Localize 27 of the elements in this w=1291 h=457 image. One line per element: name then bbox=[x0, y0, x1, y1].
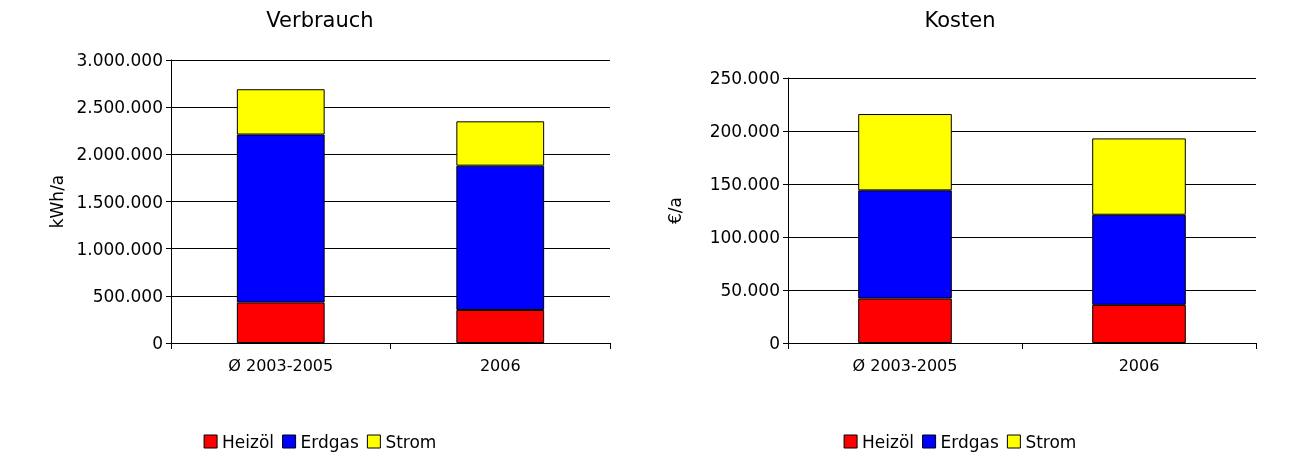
y-tick-label: 50.000 bbox=[720, 280, 780, 300]
y-tick-label: 3.000.000 bbox=[76, 50, 163, 70]
legend-label: Strom bbox=[385, 431, 437, 452]
legend-label: Erdgas bbox=[940, 431, 1000, 452]
y-tick-label: 2.500.000 bbox=[76, 97, 163, 118]
y-tick-label: 100.000 bbox=[709, 227, 780, 247]
chart-title: Kosten bbox=[924, 7, 996, 32]
legend-label: Heizöl bbox=[222, 431, 275, 452]
x-tick-label: 2006 bbox=[479, 355, 521, 375]
legend-label: Strom bbox=[1025, 431, 1077, 452]
x-tick-label: 2006 bbox=[1118, 355, 1160, 375]
y-tick-label: 0 bbox=[152, 333, 163, 353]
y-tick-label: 200.000 bbox=[709, 121, 780, 141]
y-tick-label: 1.500.000 bbox=[76, 191, 163, 212]
y-tick-label: 500.000 bbox=[92, 285, 163, 306]
legend-label: Heizöl bbox=[862, 431, 915, 452]
y-tick-label: 250.000 bbox=[709, 68, 780, 88]
y-tick-label: 0 bbox=[769, 333, 780, 353]
x-tick-label: Ø 2003-2005 bbox=[228, 355, 334, 375]
y-axis-title: €/a bbox=[664, 197, 685, 224]
x-tick-label: Ø 2003-2005 bbox=[852, 355, 958, 375]
y-axis-title: kWh/a bbox=[47, 174, 68, 229]
y-tick-label: 150.000 bbox=[709, 174, 780, 194]
y-tick-label: 2.000.000 bbox=[76, 144, 163, 165]
chart-title: Verbrauch bbox=[266, 7, 374, 32]
y-tick-label: 1.000.000 bbox=[76, 238, 163, 259]
legend-label: Erdgas bbox=[300, 431, 360, 452]
